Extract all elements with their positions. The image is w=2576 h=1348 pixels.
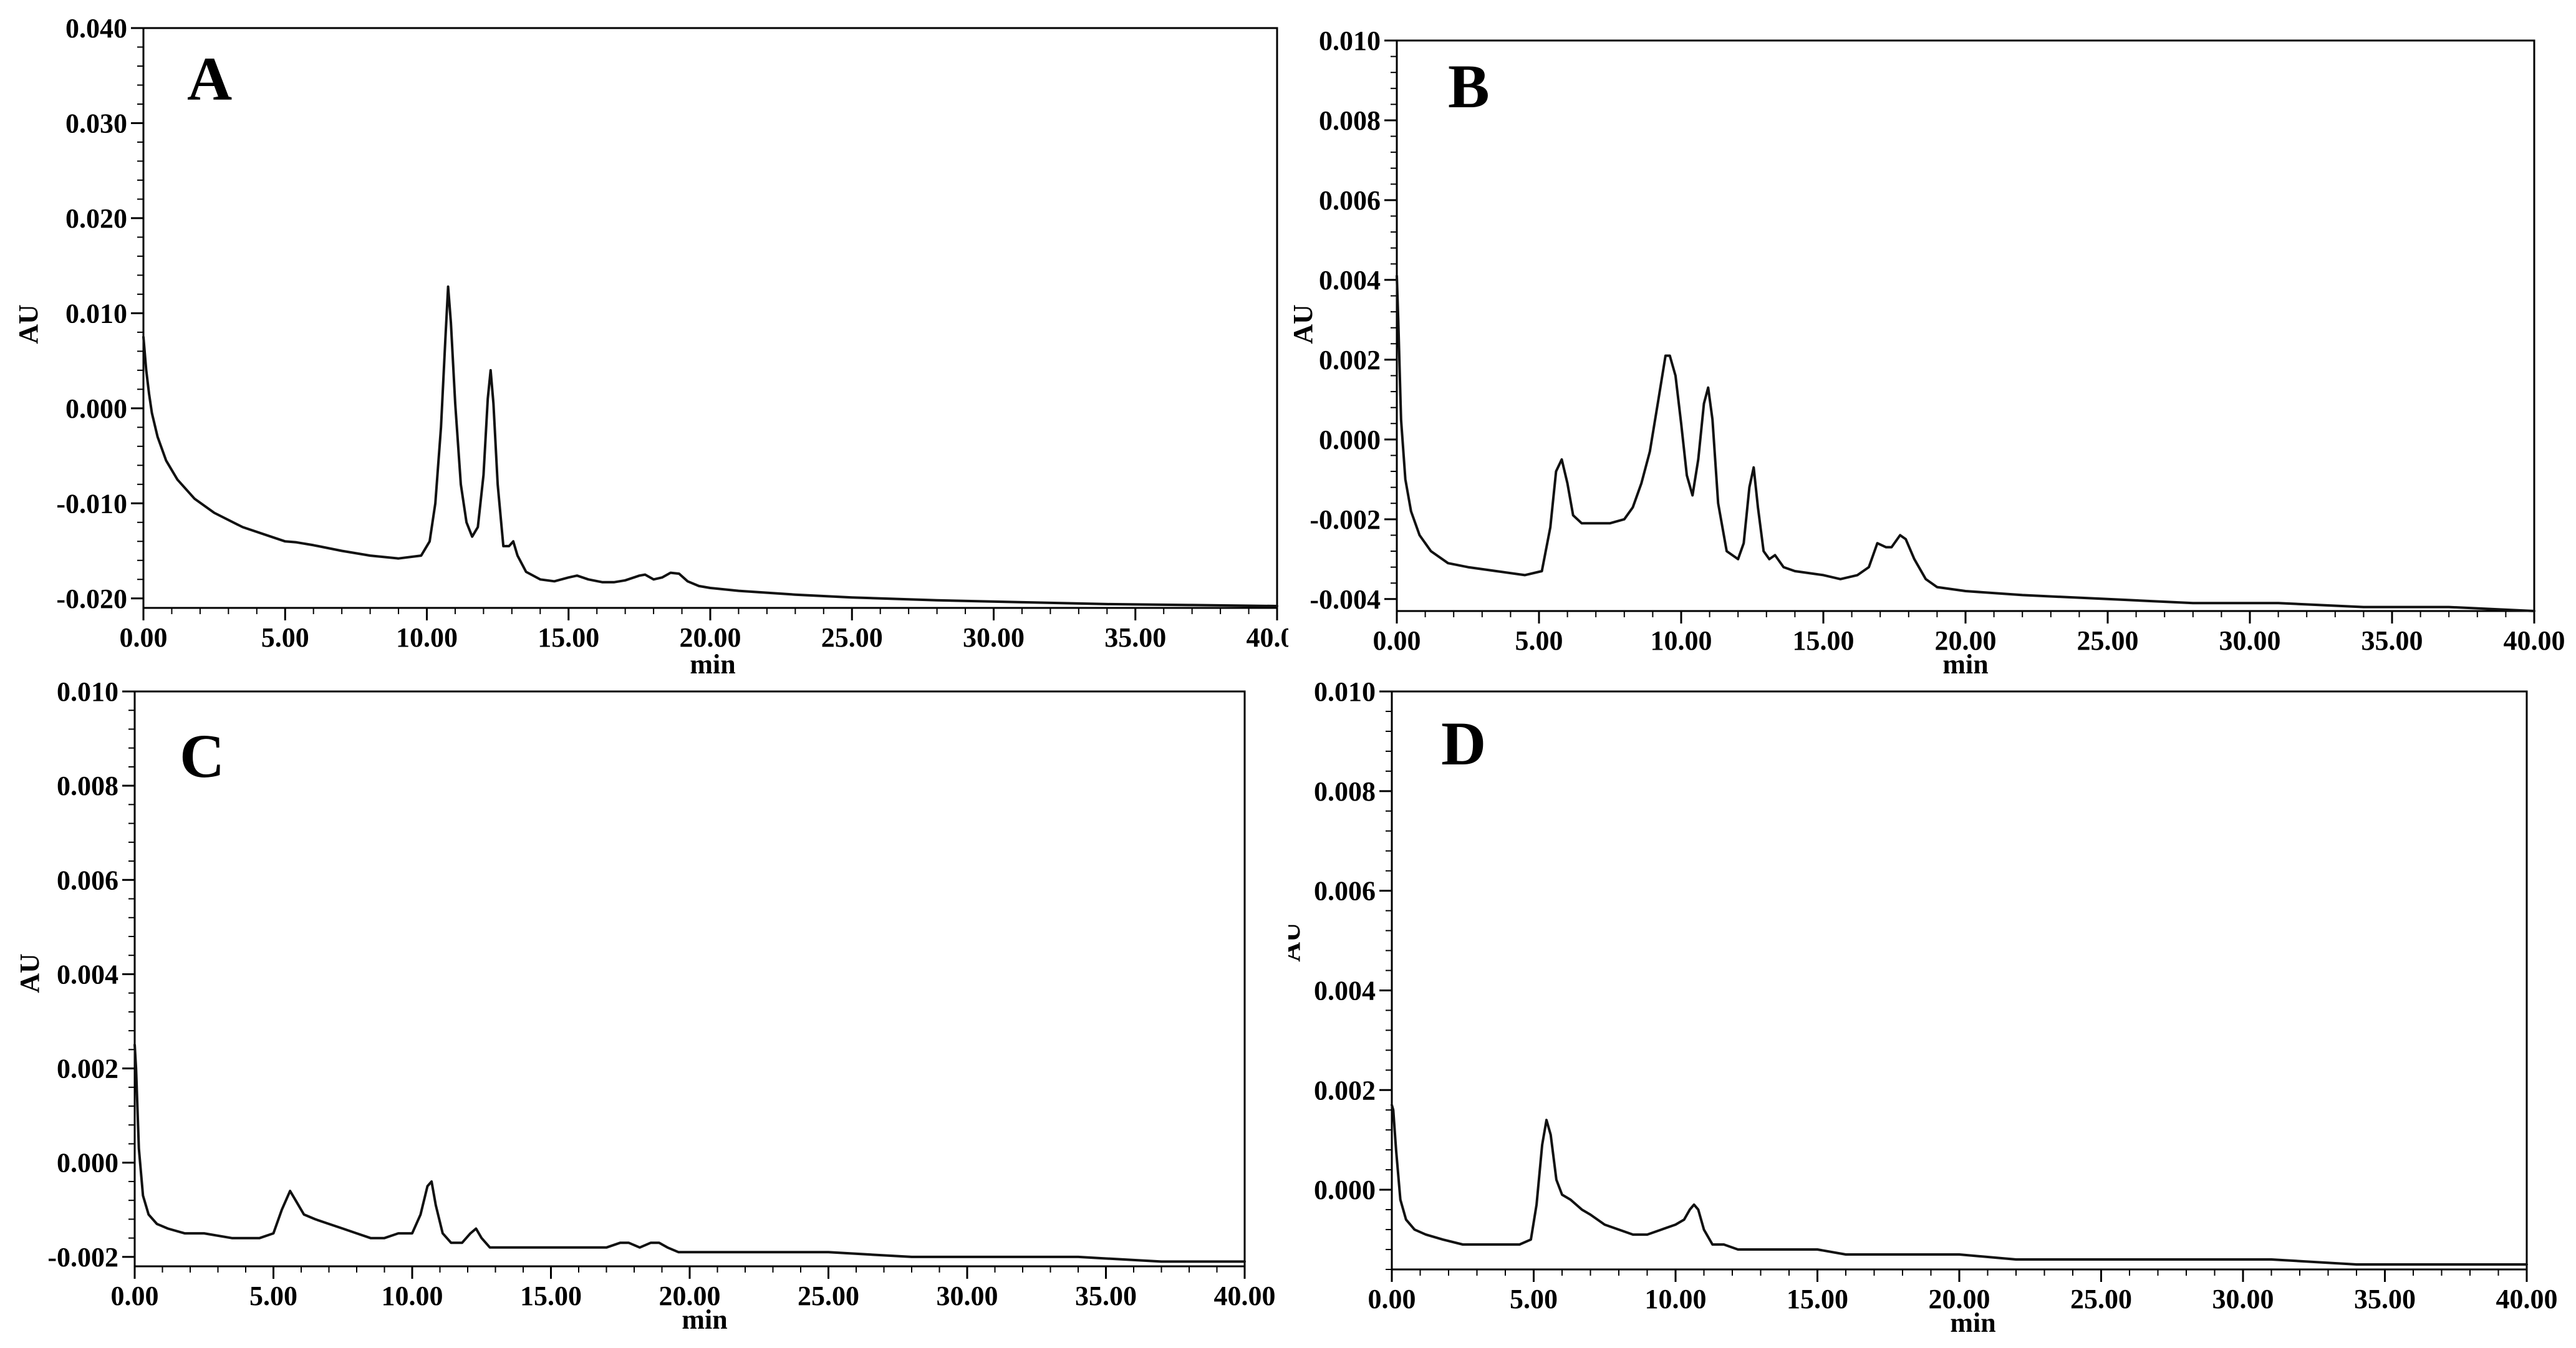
y-tick-label: 0.030: [65, 108, 127, 138]
x-tick-label: 5.00: [1515, 625, 1563, 656]
y-tick-label: 0.008: [1319, 105, 1381, 136]
x-axis-label: min: [1950, 1307, 1995, 1338]
plot-frame: [1391, 690, 2528, 1271]
y-tick-label: 0.006: [1319, 185, 1381, 216]
y-tick-label: 0.008: [1314, 776, 1376, 807]
y-tick-label: 0.000: [57, 1148, 118, 1178]
x-tick-label: 30.00: [2212, 1284, 2274, 1314]
y-tick-label: 0.008: [57, 771, 118, 801]
x-tick-label: 25.00: [2070, 1284, 2132, 1314]
y-tick-label: 0.004: [1314, 975, 1376, 1006]
y-tick-label: -0.010: [56, 488, 127, 519]
x-tick-label: 0.00: [1368, 1284, 1416, 1314]
y-axis-label: AU: [14, 953, 45, 993]
x-tick-label: 5.00: [261, 622, 309, 653]
y-tick-label: -0.002: [1310, 504, 1381, 535]
chart-panel-d: D AU min 0.00 5.00 10.00 15.00 20.00 25.00 30.…: [1288, 676, 2558, 1338]
y-tick-label: -0.004: [1310, 584, 1381, 615]
x-tick-label: 10.00: [396, 622, 458, 653]
x-tick-label: 20.00: [1929, 1284, 1990, 1314]
y-tick-label: 0.002: [1314, 1075, 1376, 1105]
x-tick-label: 30.00: [2219, 625, 2281, 656]
x-axis-label: min: [682, 1304, 727, 1335]
y-tick-label: 0.010: [57, 676, 118, 707]
y-tick-label: 0.040: [65, 13, 127, 44]
x-tick-label: 40.00: [1214, 1281, 1276, 1311]
x-tick-label: 5.00: [1510, 1284, 1558, 1314]
y-axis-label: AU: [13, 304, 44, 344]
panel-label: C: [180, 721, 224, 791]
y-tick-label: 0.000: [1314, 1175, 1376, 1205]
x-tick-label: 10.00: [382, 1281, 443, 1311]
x-axis-label: min: [690, 649, 735, 674]
chromatogram-trace: [1391, 1104, 2528, 1266]
x-tick-label: 35.00: [2361, 625, 2423, 656]
x-axis-label: min: [1942, 649, 1988, 674]
x-tick-label: 40.00: [2504, 625, 2565, 656]
y-tick-label: 0.010: [1314, 676, 1376, 707]
chromatogram-trace: [1396, 274, 2535, 612]
x-tick-label: 10.00: [1645, 1284, 1707, 1314]
y-tick-label: 0.006: [1314, 876, 1376, 907]
chromatogram-trace: [142, 285, 1278, 607]
x-tick-label: 35.00: [1075, 1281, 1137, 1311]
x-tick-label: 25.00: [821, 622, 883, 653]
x-tick-label: 15.00: [1793, 625, 1855, 656]
y-tick-label: 0.010: [65, 298, 127, 329]
y-tick-label: 0.010: [1319, 26, 1381, 56]
y-tick-label: -0.020: [56, 584, 127, 614]
x-tick-label: 30.00: [937, 1281, 998, 1311]
y-tick-label: 0.004: [57, 959, 118, 989]
x-tick-label: 35.00: [2354, 1284, 2416, 1314]
x-tick-label: 25.00: [2077, 625, 2139, 656]
y-tick-label: 0.002: [1319, 345, 1381, 375]
y-tick-label: 0.000: [1319, 425, 1381, 455]
chart-panel-a: A AU min 0.00 5.00 10.00 15.00 20.00 25.00 30.…: [13, 13, 1289, 674]
x-tick-label: 15.00: [538, 622, 599, 653]
x-tick-label: 30.00: [963, 622, 1025, 653]
y-tick-label: 0.020: [65, 203, 127, 234]
x-tick-label: 40.00: [1247, 622, 1289, 653]
x-tick-label: 10.00: [1651, 625, 1712, 656]
chromatogram-trace: [133, 1043, 1246, 1263]
y-tick-label: 0.004: [1319, 265, 1381, 296]
y-tick-label: 0.006: [57, 865, 118, 895]
y-tick-label: -0.002: [47, 1242, 118, 1273]
x-tick-label: 15.00: [1787, 1284, 1848, 1314]
y-axis-label: AU: [1288, 304, 1318, 344]
x-tick-label: 0.00: [1373, 625, 1421, 656]
x-tick-label: 0.00: [111, 1281, 159, 1311]
y-tick-label: 0.000: [65, 393, 127, 424]
x-tick-label: 20.00: [659, 1281, 721, 1311]
x-tick-label: 5.00: [249, 1281, 297, 1311]
plot-frame: [133, 690, 1246, 1268]
x-tick-label: 15.00: [520, 1281, 582, 1311]
plot-frame: [142, 27, 1278, 609]
x-tick-label: 20.00: [680, 622, 741, 653]
panel-label: A: [187, 44, 232, 113]
x-tick-label: 0.00: [120, 622, 168, 653]
y-tick-label: 0.002: [57, 1054, 118, 1084]
panel-label: B: [1448, 52, 1490, 121]
x-tick-label: 20.00: [1935, 625, 1997, 656]
chart-panel-b: B AU min 0.00 5.00 10.00 15.00 20.00 25.00 30.…: [1288, 26, 2565, 674]
y-axis-label: AU: [1288, 922, 1306, 962]
plot-frame: [1396, 39, 2535, 612]
chart-panel-c: C AU min 0.00 5.00 10.00 15.00 20.00 25.00 30.…: [14, 676, 1276, 1335]
panel-label: D: [1441, 709, 1486, 778]
x-tick-label: 40.00: [2496, 1284, 2558, 1314]
x-tick-label: 25.00: [798, 1281, 859, 1311]
x-tick-label: 35.00: [1104, 622, 1166, 653]
